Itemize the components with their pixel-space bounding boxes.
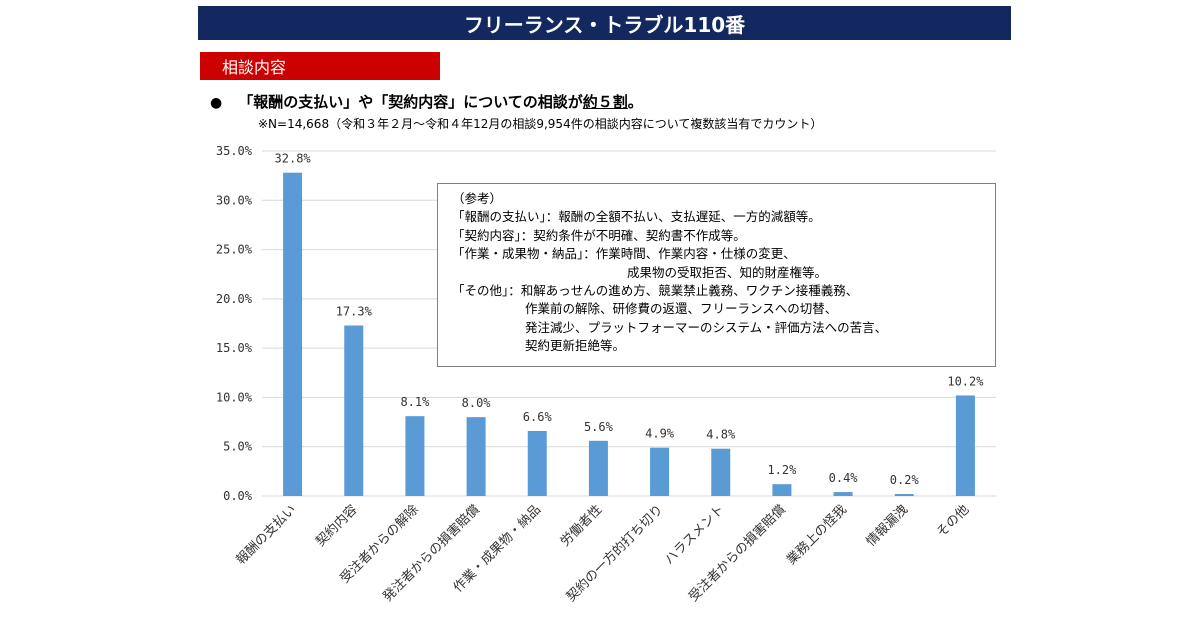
data-label: 4.8% bbox=[706, 428, 736, 442]
bar bbox=[833, 492, 853, 496]
bar bbox=[283, 172, 303, 496]
y-tick-label: 0.0% bbox=[223, 489, 253, 503]
bar bbox=[344, 325, 364, 496]
category-label: 報酬の支払い bbox=[234, 502, 300, 568]
reference-line: 成果物の受取拒否、知的財産権等。 bbox=[627, 264, 828, 280]
bar bbox=[894, 494, 914, 496]
y-tick-label: 10.0% bbox=[216, 390, 253, 404]
data-label: 32.8% bbox=[275, 152, 312, 166]
bar bbox=[711, 448, 731, 496]
bullet-icon: ● bbox=[210, 95, 223, 111]
headline-suffix: 。 bbox=[627, 93, 643, 111]
reference-heading: （参考） bbox=[452, 191, 503, 206]
bar bbox=[772, 484, 792, 496]
y-tick-label: 5.0% bbox=[223, 440, 253, 454]
reference-box: （参考） 「報酬の支払い」：報酬の全額不払い、支払遅延、一方的減額等。 「契約内… bbox=[437, 183, 996, 367]
reference-line: 契約更新拒絶等。 bbox=[525, 338, 626, 354]
bar bbox=[955, 395, 975, 496]
data-label: 10.2% bbox=[947, 374, 984, 388]
reference-line: 「その他」：和解あっせんの進め方、競業禁止義務、ワクチン接種義務、 bbox=[452, 283, 859, 299]
data-label: 0.4% bbox=[829, 471, 859, 485]
data-label: 5.6% bbox=[584, 420, 614, 434]
category-label: 情報漏洩 bbox=[863, 502, 911, 550]
headline-emphasis: 約５割 bbox=[582, 93, 628, 111]
bar bbox=[588, 440, 608, 496]
reference-line: 発注減少、プラットフォーマーのシステム・評価方法への苦言、 bbox=[525, 319, 888, 335]
bar bbox=[466, 417, 486, 496]
y-tick-label: 20.0% bbox=[216, 292, 253, 306]
data-label: 4.9% bbox=[645, 427, 675, 441]
headline-prefix: 「報酬の支払い」や「契約内容」についての相談が bbox=[238, 93, 583, 111]
y-tick-label: 25.0% bbox=[216, 243, 253, 257]
sample-note: ※N=14,668（令和３年２月～令和４年12月の相談9,954件の相談内容につ… bbox=[258, 117, 823, 131]
headline: ● 「報酬の支払い」や「契約内容」についての相談が約５割。 bbox=[210, 91, 643, 112]
reference-line: 「報酬の支払い」：報酬の全額不払い、支払遅延、一方的減額等。 bbox=[452, 209, 821, 225]
data-label: 6.6% bbox=[523, 410, 553, 424]
data-label: 8.0% bbox=[462, 396, 492, 410]
page-title: フリーランス・トラブル110番 bbox=[198, 6, 1011, 40]
data-label: 8.1% bbox=[400, 395, 430, 409]
data-label: 17.3% bbox=[336, 304, 373, 318]
bar bbox=[650, 447, 670, 496]
reference-line: 作業前の解除、研修費の返還、フリーランスへの切替、 bbox=[525, 301, 838, 317]
reference-line: 「契約内容」：契約条件が不明確、契約書不作成等。 bbox=[452, 227, 746, 243]
category-label: 労働者性 bbox=[558, 502, 605, 549]
category-label: 業務上の怪我 bbox=[783, 502, 849, 568]
y-tick-label: 35.0% bbox=[216, 144, 253, 158]
y-tick-label: 30.0% bbox=[216, 193, 253, 207]
y-tick-label: 15.0% bbox=[216, 341, 253, 355]
data-label: 0.2% bbox=[890, 473, 920, 487]
section-label: 相談内容 bbox=[200, 52, 440, 80]
reference-line: 「作業・成果物・納品」：作業時間、作業内容・仕様の変更、 bbox=[452, 246, 796, 262]
data-label: 1.2% bbox=[767, 463, 797, 477]
category-label: ハラスメント bbox=[662, 502, 728, 568]
category-label: 契約内容 bbox=[312, 502, 360, 550]
bar bbox=[405, 416, 425, 496]
category-label: その他 bbox=[934, 502, 972, 540]
bar bbox=[527, 430, 547, 496]
